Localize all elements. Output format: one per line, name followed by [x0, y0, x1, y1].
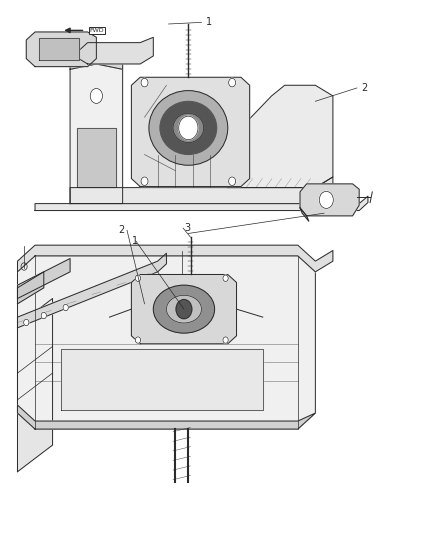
Polygon shape	[18, 272, 44, 304]
Circle shape	[41, 312, 46, 319]
Circle shape	[90, 88, 102, 103]
Polygon shape	[300, 208, 309, 221]
Circle shape	[223, 337, 228, 343]
Ellipse shape	[160, 101, 217, 155]
Polygon shape	[18, 245, 333, 272]
Ellipse shape	[166, 295, 201, 323]
Ellipse shape	[173, 114, 204, 143]
Polygon shape	[18, 253, 166, 328]
Text: 1: 1	[132, 236, 138, 246]
Polygon shape	[35, 196, 368, 211]
Polygon shape	[39, 38, 79, 60]
Polygon shape	[77, 128, 116, 187]
Polygon shape	[18, 405, 315, 429]
Circle shape	[223, 275, 228, 281]
Polygon shape	[131, 274, 237, 344]
Polygon shape	[18, 259, 70, 298]
Circle shape	[63, 304, 68, 311]
Text: 2: 2	[119, 225, 125, 235]
Circle shape	[135, 337, 141, 343]
Polygon shape	[228, 85, 333, 188]
Polygon shape	[70, 64, 123, 204]
Circle shape	[176, 300, 192, 319]
Circle shape	[229, 78, 236, 87]
Text: FWD: FWD	[90, 28, 104, 33]
Circle shape	[179, 116, 198, 140]
Polygon shape	[26, 32, 96, 67]
Polygon shape	[300, 184, 359, 216]
Polygon shape	[61, 349, 263, 410]
Circle shape	[141, 78, 148, 87]
Text: 2: 2	[361, 83, 367, 93]
Polygon shape	[79, 37, 153, 64]
Polygon shape	[131, 77, 250, 187]
Text: 3: 3	[184, 223, 190, 233]
Circle shape	[24, 319, 29, 326]
Circle shape	[135, 275, 141, 281]
Circle shape	[141, 177, 148, 185]
Ellipse shape	[153, 285, 215, 333]
Ellipse shape	[149, 91, 228, 165]
Text: 1: 1	[206, 18, 212, 27]
Polygon shape	[18, 298, 53, 472]
Polygon shape	[70, 177, 333, 204]
Polygon shape	[18, 256, 315, 429]
Circle shape	[229, 177, 236, 185]
Polygon shape	[70, 56, 123, 69]
Circle shape	[319, 191, 333, 208]
